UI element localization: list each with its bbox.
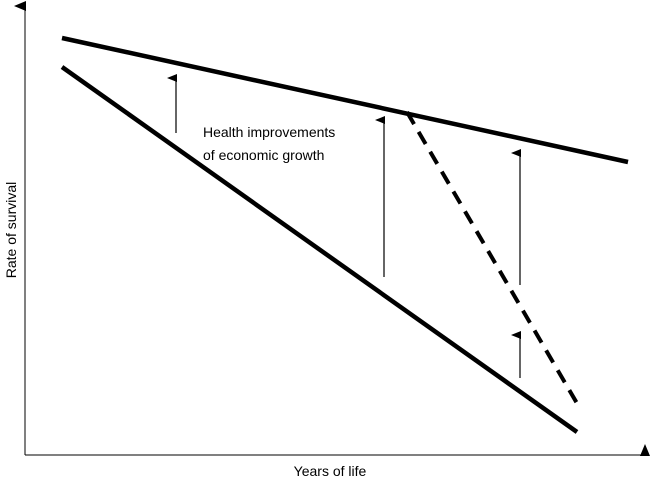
upper-survival-line — [61, 35, 629, 165]
y-axis-label: Rate of survival — [3, 182, 19, 278]
annotation: Health improvements — [203, 124, 335, 140]
x-axis-label: Years of life — [294, 463, 367, 479]
lower-survival-line — [60, 65, 579, 434]
dashed-line — [405, 110, 580, 407]
annotation: of economic growth — [203, 147, 324, 163]
